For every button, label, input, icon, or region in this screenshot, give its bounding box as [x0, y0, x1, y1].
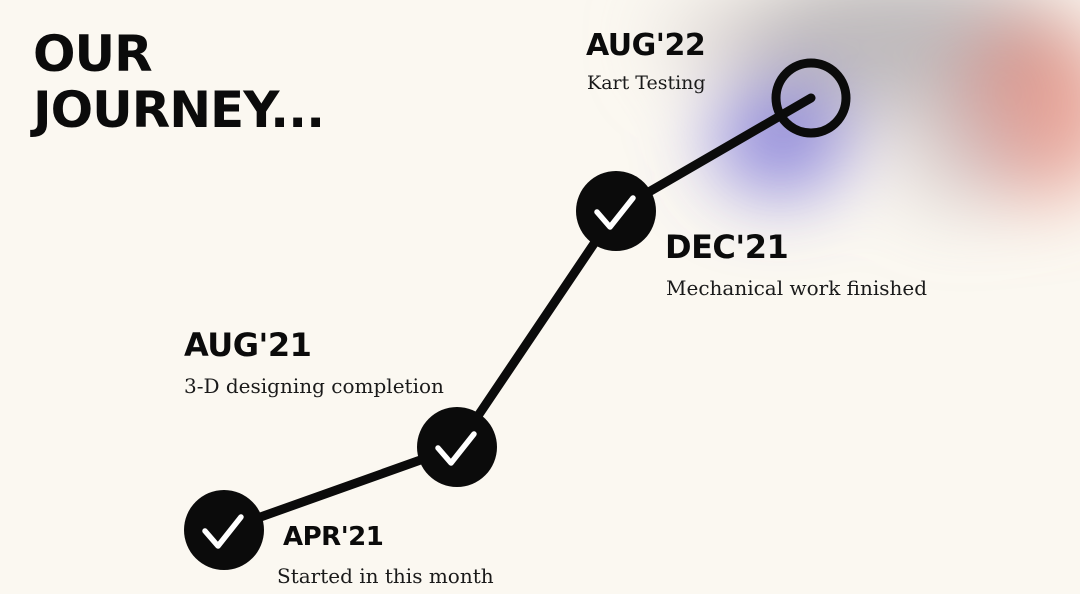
- milestone-description-apr21: Started in this month: [277, 564, 494, 588]
- milestone-description-dec21: Mechanical work finished: [666, 276, 928, 300]
- page-title: OUR JOURNEY...: [33, 25, 325, 139]
- empty-circle-icon: [771, 58, 851, 138]
- milestone-description-aug21: 3-D designing completion: [184, 374, 444, 398]
- milestone-marker-aug22: [771, 58, 851, 138]
- checkmark-icon: [202, 514, 244, 549]
- timeline-path: [219, 93, 816, 535]
- checkmark-icon: [435, 431, 477, 466]
- milestone-date-apr21: APR'21: [283, 522, 384, 552]
- milestone-marker-dec21: [576, 171, 656, 251]
- milestone-date-aug21: AUG'21: [184, 326, 312, 364]
- milestone-date-dec21: DEC'21: [665, 228, 789, 266]
- milestone-marker-apr21: [184, 490, 264, 570]
- milestone-description-aug22: Kart Testing: [587, 72, 706, 94]
- milestone-marker-aug21: [417, 407, 497, 487]
- title-line-1: OUR: [33, 25, 153, 83]
- milestone-date-aug22: AUG'22: [586, 28, 706, 63]
- title-line-2: JOURNEY...: [33, 81, 325, 139]
- checkmark-icon: [594, 195, 636, 230]
